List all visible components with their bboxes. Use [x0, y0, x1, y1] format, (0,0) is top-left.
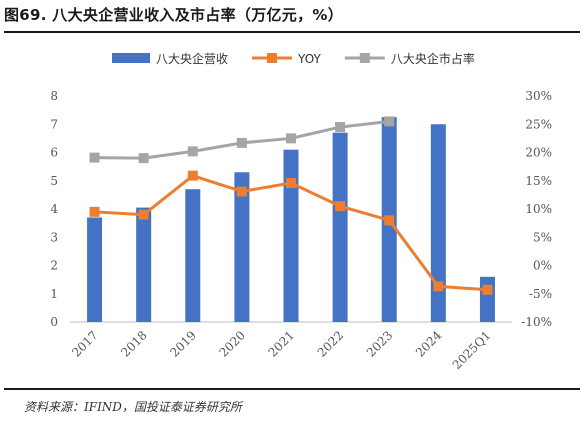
- data-point: [138, 209, 149, 220]
- y-left-tick-label: 0: [50, 315, 58, 329]
- data-point: [89, 152, 100, 163]
- y-right-tick-label: 15%: [525, 174, 552, 188]
- data-point: [138, 153, 149, 164]
- y-right-tick-label: 5%: [533, 230, 552, 244]
- y-left-tick-label: 6: [50, 146, 58, 160]
- data-point: [335, 201, 346, 212]
- y-right-tick-label: 25%: [525, 117, 552, 131]
- line-series: [89, 116, 493, 295]
- x-tick-label: 2018: [118, 328, 149, 359]
- legend-label: 八大央企营收: [156, 51, 228, 66]
- data-point: [236, 137, 247, 148]
- y-right-tick-label: -10%: [521, 315, 552, 329]
- bar: [430, 124, 446, 322]
- legend-marker: [267, 53, 278, 63]
- data-point: [335, 122, 346, 133]
- chart-title: 图69. 八大央企营业收入及市占率（万亿元，%）: [4, 6, 344, 24]
- legend-label: 八大央企市占率: [391, 51, 475, 66]
- data-point: [286, 178, 296, 189]
- bar: [332, 132, 348, 322]
- x-tick-label: 2017: [69, 328, 100, 359]
- data-point: [187, 146, 198, 157]
- legend: 八大央企营收 YOY 八大央企市占率: [112, 51, 475, 66]
- y-left-tick-label: 4: [50, 202, 58, 216]
- x-tick-label: 2024: [413, 328, 445, 360]
- data-point: [286, 133, 296, 144]
- data-point: [384, 215, 395, 226]
- x-tick-label: 2022: [315, 328, 346, 359]
- bar: [87, 217, 103, 322]
- bar: [136, 207, 152, 322]
- y-left-tick-label: 8: [50, 89, 58, 103]
- bar: [283, 149, 299, 322]
- y-left-tick-label: 2: [50, 259, 58, 273]
- data-point: [236, 186, 247, 197]
- data-point: [89, 206, 100, 217]
- y-right-tick-label: -5%: [529, 287, 552, 301]
- footer-divider: [4, 388, 580, 390]
- y-right-tick-label: 30%: [525, 89, 552, 103]
- y-right-tick-label: 20%: [525, 146, 552, 160]
- axes: 0 1 2 3 4 5 6 7 8 -10% -5% 0% 5% 10% 15% 20% 25% 30% 2017 2…: [50, 89, 552, 372]
- legend-swatch: [112, 53, 150, 63]
- bar-series: [87, 117, 495, 322]
- chart-area: 八大央企营收 YOY 八大央企市占率 0 1 2 3 4 5 6 7 8 -10% -5% 0% 5% 10%…: [50, 51, 552, 372]
- data-point: [482, 284, 493, 295]
- y-right-tick-label: 0%: [533, 259, 552, 273]
- data-point: [433, 281, 444, 292]
- title-divider: [4, 31, 580, 33]
- data-point: [384, 116, 395, 127]
- x-tick-label: 2023: [364, 328, 395, 359]
- x-tick-label: 2025Q1: [450, 328, 494, 372]
- y-right-tick-label: 10%: [525, 202, 552, 216]
- data-point: [187, 170, 198, 181]
- x-tick-label: 2019: [167, 328, 198, 359]
- x-tick-label: 2020: [217, 328, 248, 359]
- x-tick-label: 2021: [266, 328, 297, 359]
- y-left-tick-label: 5: [50, 174, 58, 188]
- bar: [185, 189, 201, 322]
- y-left-tick-label: 7: [50, 117, 58, 131]
- source-note: 资料来源：IFIND，国投证泰证券研究所: [24, 400, 242, 414]
- y-left-tick-label: 3: [50, 230, 58, 244]
- legend-marker: [359, 53, 370, 63]
- bar: [234, 172, 250, 322]
- y-left-tick-label: 1: [50, 287, 58, 301]
- legend-label: YOY: [297, 52, 321, 66]
- bar: [479, 276, 495, 322]
